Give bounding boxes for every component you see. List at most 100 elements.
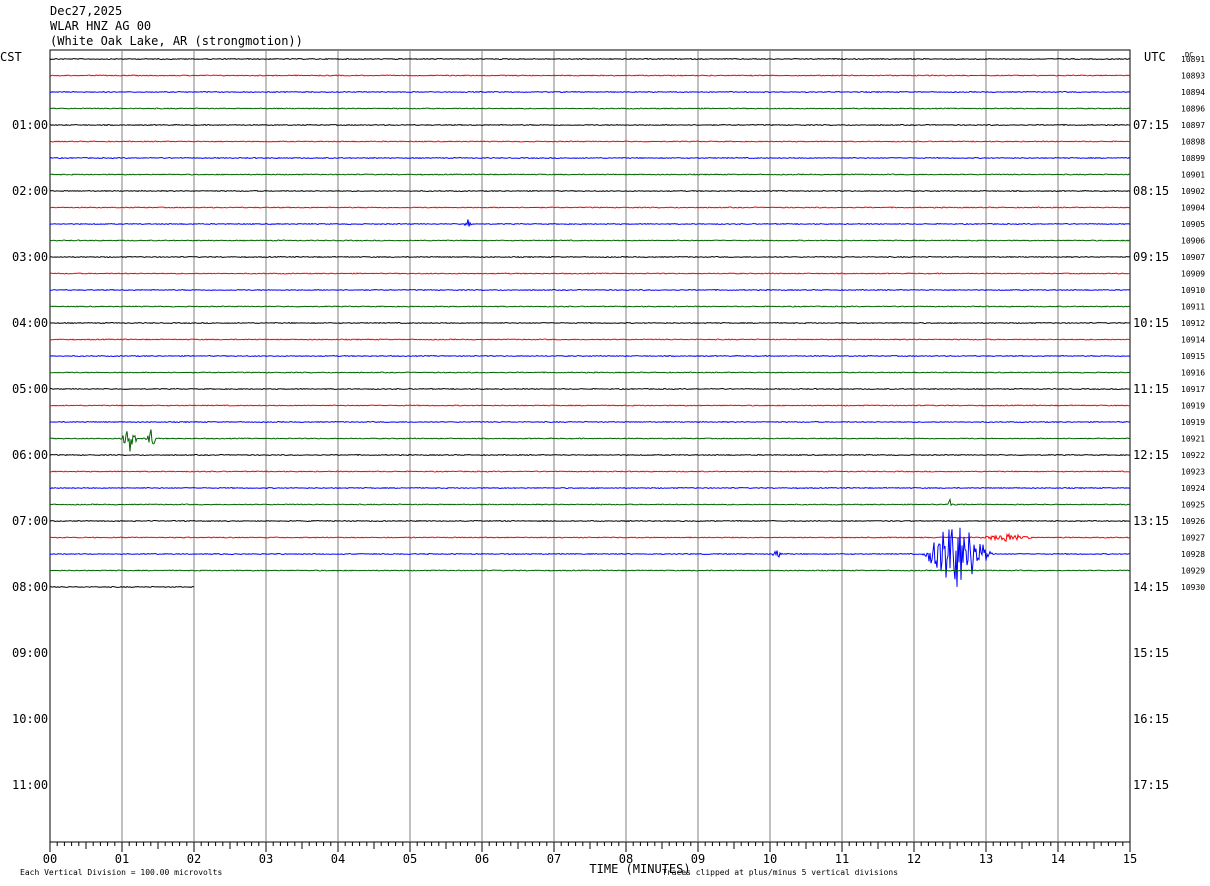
seismic-trace	[49, 420, 1131, 424]
seismic-trace	[49, 239, 1131, 242]
dc-offset-value: 10911	[1181, 303, 1205, 312]
x-tick-label: 12	[907, 852, 921, 866]
dc-offset-value: 10899	[1181, 154, 1205, 163]
dc-offset-value: 10924	[1181, 484, 1205, 493]
seismic-trace	[49, 404, 1131, 407]
dc-offset-value: 10898	[1181, 138, 1205, 147]
dc-offset-value: 10914	[1181, 336, 1205, 345]
seismic-trace	[49, 569, 1131, 572]
dc-offset-value: 10902	[1181, 187, 1205, 196]
utc-hour-label: 14:15	[1133, 580, 1169, 594]
footer-scale-note: Each Vertical Division = 100.00 microvol…	[20, 868, 222, 877]
dc-offset-value: 10894	[1181, 88, 1205, 97]
cst-hour-label: 02:00	[12, 184, 48, 198]
dc-offset-value: 10929	[1181, 567, 1205, 576]
dc-offset-value: 10897	[1181, 121, 1205, 130]
cst-hour-label: 05:00	[12, 382, 48, 396]
seismic-trace	[49, 527, 1131, 587]
seismic-trace	[49, 255, 1131, 259]
utc-hour-label: 11:15	[1133, 382, 1169, 396]
seismic-trace	[50, 173, 1131, 176]
utc-hour-label: 10:15	[1133, 316, 1169, 330]
seismic-trace	[49, 288, 1131, 292]
seismic-trace	[49, 486, 1131, 490]
utc-hour-label: 12:15	[1133, 448, 1169, 462]
x-tick-label: 03	[259, 852, 273, 866]
seismic-trace	[49, 519, 1131, 523]
x-tick-label: 00	[43, 852, 57, 866]
dc-offset-value: 10905	[1181, 220, 1205, 229]
cst-hour-label: 08:00	[12, 580, 48, 594]
seismic-trace	[49, 354, 1131, 358]
left-axis-label: CST	[0, 50, 22, 64]
cst-hour-label: 09:00	[12, 646, 48, 660]
seismic-trace	[49, 123, 1131, 127]
dc-offset-value: 10926	[1181, 517, 1205, 526]
footer-clip-note: Traces clipped at plus/minus 5 vertical …	[662, 868, 898, 877]
seismic-trace	[49, 272, 1131, 275]
dc-offset-value: 10901	[1181, 171, 1205, 180]
seismic-trace	[49, 90, 1131, 94]
dc-offset-value: 10891	[1181, 55, 1205, 64]
seismic-trace	[49, 321, 1131, 325]
dc-offset-value: 10919	[1181, 418, 1205, 427]
dc-offset-value: 10917	[1181, 385, 1205, 394]
dc-offset-value: 10922	[1181, 451, 1205, 460]
dc-label: DC	[1185, 51, 1193, 59]
x-tick-label: 05	[403, 852, 417, 866]
cst-hour-label: 03:00	[12, 250, 48, 264]
x-tick-label: 04	[331, 852, 345, 866]
dc-offset-value: 10912	[1181, 319, 1205, 328]
seismic-trace	[49, 305, 1131, 308]
dc-offset-value: 10909	[1181, 270, 1205, 279]
x-tick-label: 15	[1123, 852, 1137, 866]
x-tick-label: 06	[475, 852, 489, 866]
right-axis-label: UTC	[1144, 50, 1166, 64]
x-tick-label: 09	[691, 852, 705, 866]
cst-hour-label: 11:00	[12, 778, 48, 792]
x-tick-label: 02	[187, 852, 201, 866]
dc-offset-value: 10923	[1181, 468, 1205, 477]
seismic-trace	[49, 371, 1131, 374]
dc-offset-value: 10906	[1181, 237, 1205, 246]
dc-offset-value: 10904	[1181, 204, 1205, 213]
dc-offset-value: 10916	[1181, 369, 1205, 378]
seismic-trace	[49, 107, 1131, 110]
seismic-trace	[49, 470, 1131, 473]
x-tick-label: 11	[835, 852, 849, 866]
seismic-trace	[49, 57, 1131, 61]
x-tick-label: 14	[1051, 852, 1065, 866]
seismic-trace	[49, 140, 1131, 143]
dc-offset-value: 10925	[1181, 501, 1205, 510]
dc-offset-value: 10930	[1181, 583, 1205, 592]
utc-hour-label: 15:15	[1133, 646, 1169, 660]
x-axis-title: TIME (MINUTES)	[589, 862, 690, 876]
x-tick-label: 07	[547, 852, 561, 866]
utc-hour-label: 16:15	[1133, 712, 1169, 726]
x-tick-label: 08	[619, 852, 633, 866]
utc-hour-label: 13:15	[1133, 514, 1169, 528]
station-location: (White Oak Lake, AR (strongmotion))	[50, 34, 303, 48]
seismic-trace	[49, 497, 1131, 507]
seismic-trace	[49, 189, 1131, 193]
seismic-trace	[49, 338, 1131, 341]
dc-offset-value: 10928	[1181, 550, 1205, 559]
utc-hour-label: 08:15	[1133, 184, 1169, 198]
plot-date: Dec27,2025	[50, 4, 123, 18]
x-tick-label: 01	[115, 852, 129, 866]
seismic-trace	[49, 532, 1131, 542]
x-tick-label: 13	[979, 852, 993, 866]
seismic-trace	[49, 156, 1131, 160]
station-code: WLAR HNZ AG 00	[50, 19, 152, 33]
seismic-trace	[49, 74, 1131, 77]
utc-hour-label: 09:15	[1133, 250, 1169, 264]
dc-offset-value: 10907	[1181, 253, 1205, 262]
cst-hour-label: 10:00	[12, 712, 48, 726]
seismic-trace	[49, 453, 1131, 457]
cst-hour-label: 06:00	[12, 448, 48, 462]
cst-hour-label: 04:00	[12, 316, 48, 330]
utc-hour-label: 07:15	[1133, 118, 1169, 132]
dc-offset-value: 10921	[1181, 435, 1205, 444]
dc-offset-value: 10927	[1181, 534, 1205, 543]
dc-offset-value: 10910	[1181, 286, 1205, 295]
